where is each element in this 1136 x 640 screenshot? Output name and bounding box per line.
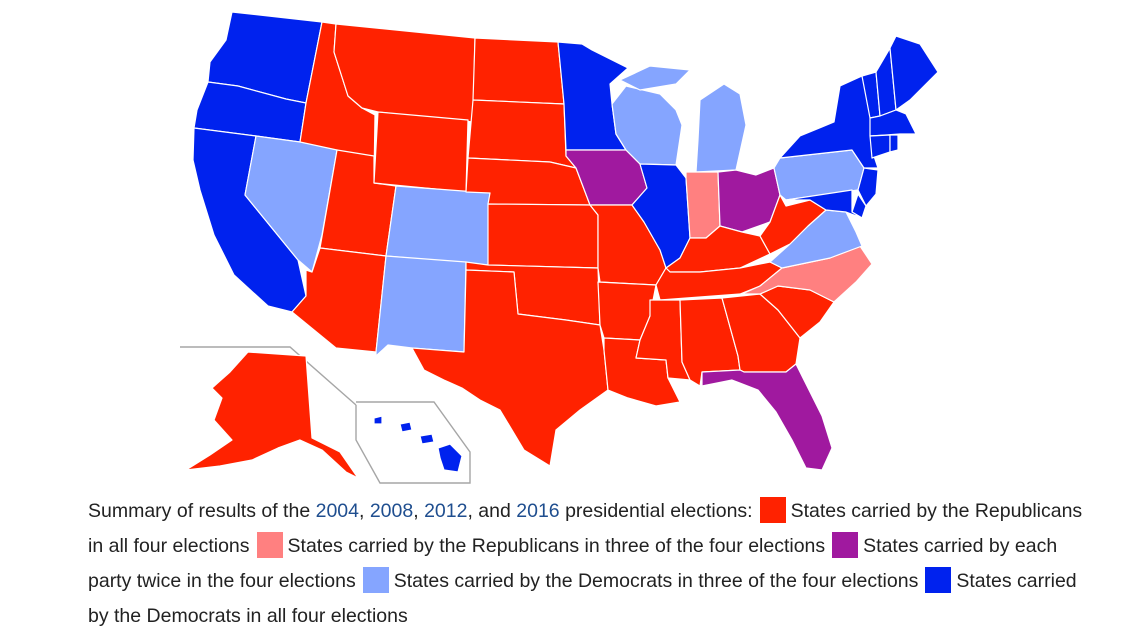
state-MD — [785, 189, 863, 219]
legend-swatch-split — [831, 531, 860, 559]
caption-after-years: presidential elections: — [565, 500, 753, 522]
legend-swatch-rep-all-four — [758, 496, 787, 524]
legend-swatch-dem-three — [361, 566, 390, 594]
legend-swatch-rep-three — [255, 531, 284, 559]
state-ME — [889, 35, 939, 111]
year-link-2004[interactable]: 2004 — [315, 500, 359, 522]
state-NM — [375, 255, 467, 357]
state-IN — [685, 171, 721, 239]
state-MI — [619, 65, 747, 173]
alaska-inset-border — [180, 346, 357, 406]
state-RI — [889, 134, 899, 153]
year-link-2016[interactable]: 2016 — [516, 500, 560, 522]
state-FL — [701, 363, 833, 471]
map-caption: Summary of results of the 2004, 2008, 20… — [88, 494, 1088, 634]
state-TX — [411, 269, 609, 467]
us-states-map — [180, 11, 939, 484]
hawaii-inset-border — [355, 401, 471, 484]
state-CT — [869, 134, 891, 159]
state-ND — [472, 37, 565, 105]
state-NJ — [857, 167, 879, 207]
year-link-2008[interactable]: 2008 — [369, 500, 414, 522]
state-SD — [467, 99, 577, 169]
state-CO — [385, 185, 491, 266]
legend-label-dem-three: States carried by the Democrats in three… — [393, 570, 919, 592]
legend-swatch-dem-all-four — [924, 566, 953, 594]
state-NC — [741, 245, 873, 303]
state-NV — [244, 135, 338, 273]
legend-label-rep-three: States carried by the Republicans in thr… — [287, 535, 826, 557]
election-map — [180, 11, 939, 484]
legend-label-split: States carried by each party twice in th… — [88, 535, 1058, 592]
state-KS — [487, 203, 599, 269]
state-WY — [373, 111, 469, 193]
state-HI — [373, 415, 463, 473]
year-link-2012[interactable]: 2012 — [424, 500, 468, 522]
caption-intro: Summary of results of the — [88, 500, 311, 522]
state-AK — [185, 351, 359, 479]
legend-label-dem-all-four: States carried by the Democrats in all f… — [88, 570, 1077, 627]
legend-label-rep-all-four: States carried by the Republicans in all… — [88, 500, 1083, 557]
